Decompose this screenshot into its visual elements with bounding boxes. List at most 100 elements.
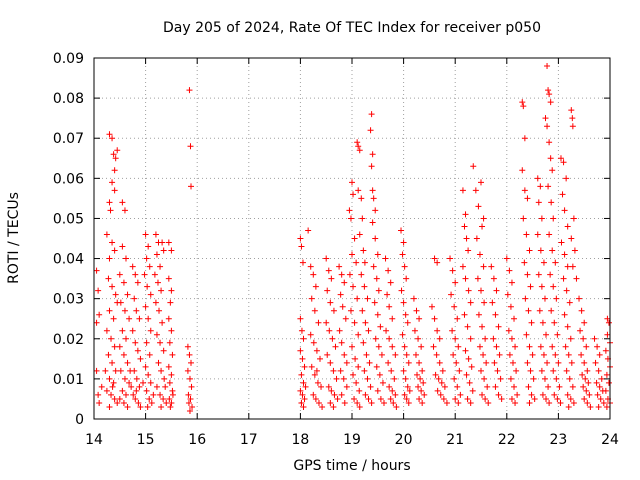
data-point bbox=[136, 383, 143, 390]
data-point bbox=[525, 383, 532, 390]
data-point bbox=[467, 399, 474, 406]
data-point bbox=[447, 255, 454, 262]
data-point bbox=[605, 379, 612, 386]
data-point bbox=[385, 267, 392, 274]
data-point bbox=[557, 155, 564, 162]
data-point bbox=[132, 271, 139, 278]
data-point bbox=[103, 387, 110, 394]
data-point bbox=[495, 323, 502, 330]
data-point bbox=[524, 195, 531, 202]
data-point bbox=[305, 227, 312, 234]
data-point bbox=[150, 391, 157, 398]
data-point bbox=[106, 199, 113, 206]
data-point bbox=[603, 371, 610, 378]
data-point bbox=[430, 343, 437, 350]
data-point bbox=[492, 311, 499, 318]
data-point bbox=[132, 339, 139, 346]
data-point bbox=[539, 391, 546, 398]
data-point bbox=[334, 395, 341, 402]
data-point bbox=[355, 331, 362, 338]
data-point bbox=[184, 343, 191, 350]
data-point bbox=[355, 187, 362, 194]
data-point bbox=[116, 395, 123, 402]
data-point bbox=[112, 367, 119, 374]
data-point bbox=[455, 399, 462, 406]
data-point bbox=[481, 375, 488, 382]
data-point bbox=[596, 383, 603, 390]
data-point bbox=[122, 335, 129, 342]
data-point bbox=[468, 363, 475, 370]
data-point bbox=[493, 287, 500, 294]
data-point bbox=[563, 367, 570, 374]
data-point bbox=[148, 399, 155, 406]
data-point bbox=[478, 179, 484, 186]
data-point bbox=[327, 359, 334, 366]
data-point bbox=[364, 375, 371, 382]
data-point bbox=[358, 195, 365, 202]
data-point bbox=[569, 263, 576, 270]
data-point bbox=[168, 399, 175, 406]
data-point bbox=[144, 283, 151, 290]
data-point bbox=[110, 315, 117, 322]
data-point bbox=[161, 375, 168, 382]
data-point bbox=[157, 263, 164, 270]
data-point bbox=[96, 311, 103, 318]
data-point bbox=[416, 359, 423, 366]
data-point bbox=[415, 335, 422, 342]
data-point bbox=[469, 387, 476, 394]
data-point bbox=[449, 327, 456, 334]
data-point bbox=[384, 291, 391, 298]
data-point bbox=[597, 395, 604, 402]
data-point bbox=[566, 375, 573, 382]
data-point bbox=[93, 267, 100, 274]
data-point bbox=[377, 323, 384, 330]
data-point bbox=[187, 143, 194, 150]
data-point bbox=[351, 235, 358, 242]
data-point bbox=[399, 251, 406, 258]
data-point bbox=[349, 343, 355, 350]
x-axis-label: GPS time / hours bbox=[293, 458, 410, 474]
data-point bbox=[311, 307, 318, 314]
data-point bbox=[354, 295, 361, 302]
y-tick-label: 0.08 bbox=[53, 91, 84, 107]
data-point bbox=[157, 339, 164, 346]
data-point bbox=[549, 247, 556, 254]
data-point bbox=[317, 355, 324, 362]
data-point bbox=[567, 335, 574, 342]
data-point bbox=[103, 327, 110, 334]
x-tick-label: 22 bbox=[498, 432, 516, 448]
data-point bbox=[330, 307, 337, 314]
data-point bbox=[561, 311, 568, 318]
data-point bbox=[478, 287, 484, 294]
data-point bbox=[419, 399, 426, 406]
data-point bbox=[479, 391, 486, 398]
data-point bbox=[311, 371, 318, 378]
data-point bbox=[114, 147, 121, 154]
data-point bbox=[577, 327, 584, 334]
data-point bbox=[593, 379, 600, 386]
data-point bbox=[353, 259, 360, 266]
data-point bbox=[525, 307, 532, 314]
data-point bbox=[186, 407, 193, 414]
data-point bbox=[119, 243, 126, 250]
data-point bbox=[147, 291, 154, 298]
data-point bbox=[545, 183, 552, 190]
data-point bbox=[462, 275, 469, 282]
data-point bbox=[297, 235, 304, 242]
data-point bbox=[452, 395, 459, 402]
data-point bbox=[519, 167, 526, 174]
data-point bbox=[432, 371, 439, 378]
data-point bbox=[557, 399, 564, 406]
data-point bbox=[492, 383, 499, 390]
data-point bbox=[507, 375, 514, 382]
data-point bbox=[386, 335, 393, 342]
data-point bbox=[369, 151, 376, 158]
data-point bbox=[389, 343, 396, 350]
data-point bbox=[158, 287, 165, 294]
data-point bbox=[122, 391, 129, 398]
data-point bbox=[403, 351, 410, 358]
data-point bbox=[568, 359, 575, 366]
data-point bbox=[524, 359, 531, 366]
data-point bbox=[497, 375, 504, 382]
data-point bbox=[374, 251, 381, 258]
